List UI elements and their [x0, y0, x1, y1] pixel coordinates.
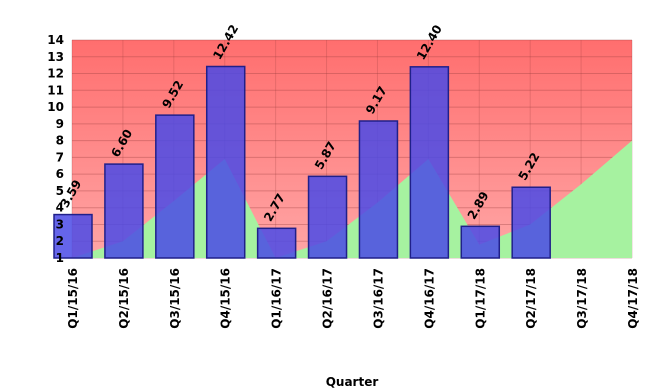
- bar: [358, 120, 399, 259]
- x-tick-label: Q4/15/16: [219, 268, 233, 329]
- y-tick-label: 13: [47, 50, 64, 64]
- x-tick-label: Q2/16/17: [321, 268, 335, 329]
- y-tick-label: 9: [56, 117, 64, 131]
- y-tick-label: 8: [56, 134, 64, 148]
- x-tick-label: Q4/16/17: [422, 268, 436, 329]
- x-tick-label: Q3/17/18: [575, 268, 589, 329]
- y-tick-label: 10: [47, 100, 64, 114]
- bar: [256, 227, 297, 259]
- y-tick-label: 5: [56, 184, 64, 198]
- bar: [409, 66, 450, 259]
- y-tick-label: 6: [56, 167, 64, 181]
- x-tick-label: Q4/17/18: [626, 268, 640, 329]
- bar: [155, 114, 195, 259]
- bar: [307, 175, 348, 259]
- y-tick-label: 3: [56, 217, 64, 231]
- x-tick-label: Q1/17/18: [473, 268, 487, 329]
- y-tick-label: 1: [56, 251, 64, 265]
- x-tick-label: Q3/16/17: [371, 268, 385, 329]
- x-tick-label: Q2/15/16: [117, 268, 131, 329]
- y-tick-label: 7: [56, 150, 64, 164]
- y-tick-label: 4: [56, 201, 64, 215]
- x-tick-label: Q2/17/18: [524, 268, 538, 329]
- y-tick-label: 12: [47, 67, 64, 81]
- bar: [104, 163, 144, 259]
- y-tick-label: 2: [56, 234, 64, 248]
- x-tick-label: Q1/16/17: [270, 268, 284, 329]
- x-tick-label: Q3/15/16: [168, 268, 182, 329]
- y-tick-label: 11: [47, 83, 64, 97]
- x-axis-title: Quarter: [326, 375, 379, 389]
- bar: [460, 225, 501, 259]
- bar-series: [53, 65, 551, 259]
- bar: [53, 213, 93, 259]
- bar: [205, 65, 246, 259]
- x-axis-labels: Q1/15/16 Q2/15/16 Q3/15/16 Q4/15/16 Q1/16/17…: [66, 268, 640, 329]
- x-tick-label: Q1/15/16: [66, 268, 80, 329]
- y-tick-label: 14: [47, 33, 64, 47]
- bar: [511, 186, 551, 259]
